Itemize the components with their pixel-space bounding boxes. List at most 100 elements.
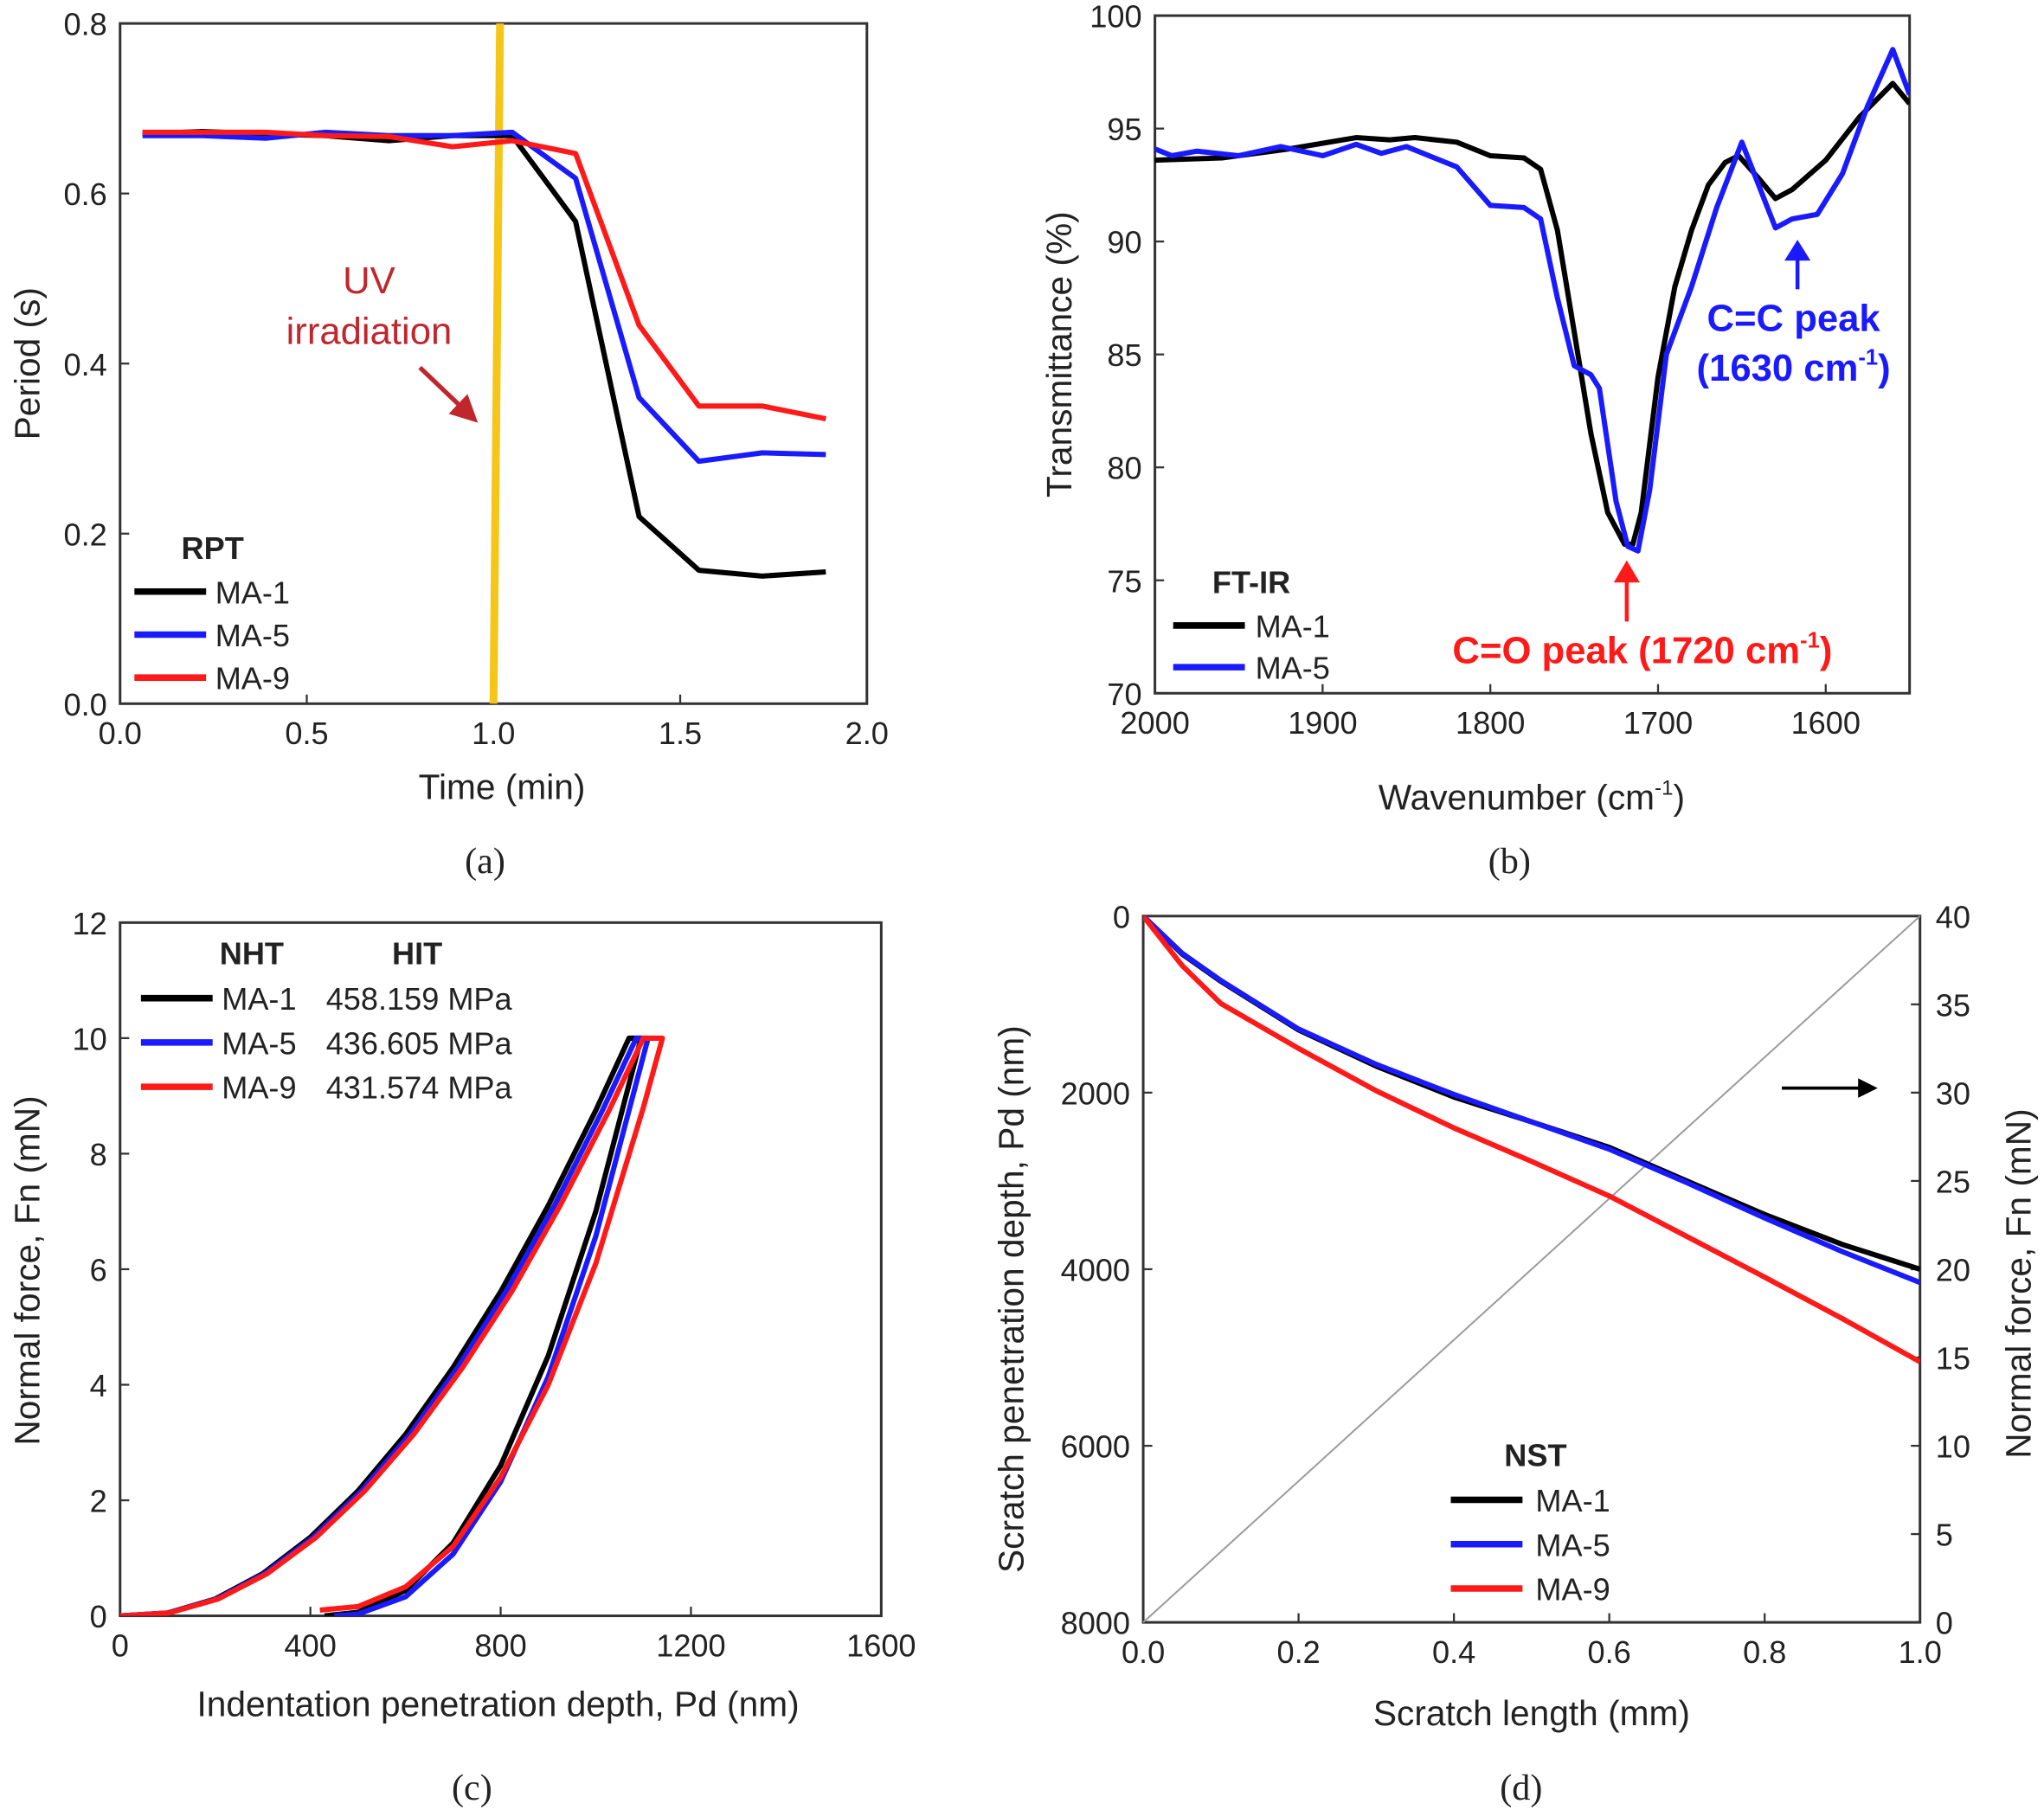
co-peak-label: C=O peak (1720 cm-1) bbox=[1452, 629, 1832, 672]
series-line-ma-9 bbox=[1143, 915, 1920, 1364]
legend-item-ma-1: MA-1 bbox=[134, 574, 290, 610]
x-tick-label: 1800 bbox=[1456, 705, 1525, 741]
x-tick-label: 0.0 bbox=[99, 716, 142, 751]
x-tick-label: 1200 bbox=[656, 1627, 725, 1663]
y2-tick-label: 0 bbox=[1936, 1606, 1953, 1641]
legend-item-ma-9: MA-9 bbox=[1450, 1572, 1610, 1608]
legend-item-ma-5: MA-5 bbox=[134, 618, 290, 653]
panel-c-caption: (c) bbox=[452, 1768, 492, 1808]
legend-label: MA-5 bbox=[222, 1025, 296, 1061]
panel-c-xlabel: Indentation penetration depth, Pd (nm) bbox=[196, 1685, 799, 1724]
series-line-ma-1 bbox=[142, 128, 826, 579]
panel-d-caption: (d) bbox=[1500, 1768, 1542, 1808]
y-tick-label: 75 bbox=[1107, 563, 1141, 599]
legend-hit-value: 458.159 MPa bbox=[326, 981, 513, 1017]
series-line-ma-5 bbox=[142, 129, 826, 465]
uv-annotation-line1: UV bbox=[343, 260, 395, 302]
panel-b-caption: (b) bbox=[1488, 841, 1531, 882]
x-tick-label: 0.5 bbox=[285, 716, 328, 751]
y-tick-label: 85 bbox=[1107, 337, 1141, 373]
x-tick-label: 1900 bbox=[1288, 705, 1357, 741]
cc-peak-label: C=C peak bbox=[1707, 298, 1881, 340]
legend-item-ma-9: MA-9 bbox=[134, 661, 290, 696]
legend-item-ma-5: MA-5 bbox=[1173, 651, 1330, 686]
y-tick-label: 95 bbox=[1107, 112, 1141, 147]
panel-c-legend-title2: HIT bbox=[392, 936, 442, 972]
y-tick-label: 2 bbox=[90, 1484, 107, 1519]
legend-item-ma-1: MA-1 458.159 MPa bbox=[140, 981, 513, 1017]
legend-label: MA-1 bbox=[1256, 608, 1330, 644]
y2-tick-label: 35 bbox=[1936, 987, 1970, 1023]
y-tick-label: 8 bbox=[90, 1137, 107, 1172]
legend-hit-value: 431.574 MPa bbox=[326, 1070, 513, 1106]
legend-label: MA-5 bbox=[215, 618, 290, 653]
y-tick-label: 0.2 bbox=[63, 517, 106, 552]
y-tick-label: 90 bbox=[1107, 225, 1141, 260]
panel-a: 0.0 0.5 1.0 1.5 2.0 0.0 0.2 0.4 0.6 0.8 MA-1 MA-5 MA… bbox=[63, 7, 888, 751]
legend-label: MA-5 bbox=[1535, 1527, 1610, 1563]
x-tick-label: 1700 bbox=[1623, 705, 1693, 741]
x-tick-label: 1600 bbox=[846, 1627, 916, 1663]
panel-c-legend-title: NHT bbox=[220, 936, 284, 972]
y-tick-label: 0.6 bbox=[63, 177, 106, 212]
y-tick-label: 80 bbox=[1107, 451, 1141, 486]
y-tick-label: 4000 bbox=[1061, 1253, 1130, 1288]
y-tick-label: 0.0 bbox=[63, 687, 106, 722]
y-tick-label: 6 bbox=[90, 1253, 107, 1288]
legend-label: MA-9 bbox=[222, 1070, 296, 1106]
y2-tick-label: 20 bbox=[1936, 1253, 1970, 1288]
normal-force-line bbox=[1142, 915, 1921, 1623]
series-line-ma-1 bbox=[1143, 915, 1920, 1272]
panel-b: 2000 1900 1800 1700 1600 70 75 80 85 90 95 100 MA-1 M… bbox=[1089, 0, 1912, 741]
y2-tick-label: 15 bbox=[1936, 1341, 1970, 1377]
panel-a-legend-title: RPT bbox=[182, 530, 244, 566]
uv-irradiation-line bbox=[489, 23, 505, 704]
panel-a-ylabel: Period (s) bbox=[7, 287, 47, 440]
y-tick-label: 10 bbox=[73, 1021, 107, 1056]
legend-item-ma-1: MA-1 bbox=[1450, 1483, 1610, 1518]
panel-b-xlabel: Wavenumber (cm-1) bbox=[1379, 777, 1685, 818]
legend-label: MA-9 bbox=[215, 661, 290, 696]
series-line-ma-9 bbox=[119, 1035, 665, 1616]
x-tick-label: 0.4 bbox=[1432, 1634, 1475, 1670]
x-tick-label: 400 bbox=[285, 1627, 337, 1663]
legend-item-ma-9: MA-9 431.574 MPa bbox=[140, 1070, 513, 1106]
cc-peak-wavenumber: (1630 cm-1) bbox=[1697, 346, 1891, 389]
y2-tick-label: 25 bbox=[1936, 1164, 1970, 1199]
x-tick-label: 0.0 bbox=[1122, 1634, 1165, 1670]
x-tick-label: 1.5 bbox=[659, 716, 702, 751]
legend-label: MA-5 bbox=[1256, 651, 1330, 686]
y2-tick-label: 30 bbox=[1936, 1075, 1970, 1111]
y-tick-label: 8000 bbox=[1061, 1606, 1130, 1641]
y-tick-label: 0 bbox=[1113, 899, 1130, 934]
cc-peak-arrowhead bbox=[1784, 240, 1811, 261]
legend-label: MA-1 bbox=[215, 574, 290, 610]
panel-b-legend-title: FT-IR bbox=[1212, 564, 1290, 600]
x-tick-label: 0 bbox=[112, 1627, 129, 1663]
series-line-ma-5 bbox=[1154, 47, 1910, 554]
y-tick-label: 0 bbox=[90, 1599, 107, 1634]
uv-annotation-line2: irradiation bbox=[286, 311, 453, 353]
x-tick-label: 2000 bbox=[1120, 705, 1189, 741]
legend-label: MA-9 bbox=[1535, 1572, 1610, 1608]
co-peak-arrowhead bbox=[1613, 560, 1640, 583]
panel-d-xlabel: Scratch length (mm) bbox=[1373, 1693, 1690, 1733]
panel-c-ylabel: Normal force, Fn (mN) bbox=[7, 1095, 47, 1445]
y-tick-label: 2000 bbox=[1061, 1075, 1130, 1111]
panel-b-ylabel: Transmittance (%) bbox=[1039, 211, 1079, 497]
y2-tick-label: 40 bbox=[1936, 899, 1970, 934]
legend-label: MA-1 bbox=[222, 981, 296, 1017]
panel-a-xlabel: Time (min) bbox=[419, 767, 586, 806]
legend-label: MA-1 bbox=[1535, 1483, 1610, 1518]
panel-d-legend-title: NST bbox=[1504, 1437, 1566, 1473]
panel-d-ylabel: Scratch penetration depth, Pd (nm) bbox=[992, 1025, 1032, 1573]
x-tick-label: 0.2 bbox=[1276, 1634, 1320, 1670]
x-tick-label: 2.0 bbox=[845, 716, 889, 751]
panel-d-y2label: Normal force, Fn (mN) bbox=[1999, 1108, 2039, 1458]
x-tick-label: 1.0 bbox=[472, 716, 515, 751]
legend-item-ma-1: MA-1 bbox=[1173, 608, 1330, 644]
x-tick-label: 800 bbox=[474, 1627, 526, 1663]
